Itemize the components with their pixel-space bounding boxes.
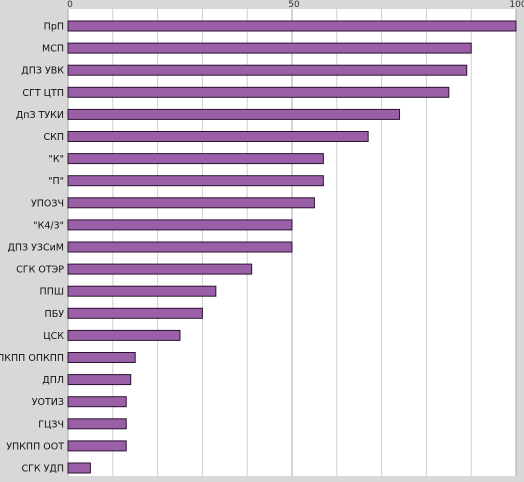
bar [67,440,127,452]
bar [67,329,181,341]
category-label: УПКПП ОПКПП [0,353,64,364]
category-label: ДпЗ ТУКИ [16,110,64,121]
category-label: ПБУ [45,309,65,320]
bar [67,197,315,209]
category-label: "П" [48,176,64,187]
category-label: "К" [49,154,64,165]
bar [67,396,127,408]
bar [67,462,91,474]
bar [67,285,217,297]
category-label: УПКПП ООТ [6,441,64,452]
bar [67,108,401,120]
category-label: ДПЗ УЗСиМ [7,243,64,254]
category-label: СКП [43,132,64,143]
bar [67,374,132,386]
category-label: "К4/3" [33,220,64,231]
x-tick-label: 50 [288,0,300,10]
bar [67,153,324,165]
x-tick-label: 100 [509,0,524,10]
bar [67,131,369,142]
bar [67,64,468,76]
category-label: ППШ [40,287,64,298]
category-label: СГК УДП [21,464,64,475]
category-label: УПОЗЧ [31,198,64,209]
bar [67,20,517,32]
bar [67,175,324,187]
category-label: ДПЛ [42,375,64,386]
category-label: СГТ ЦТП [22,88,64,99]
bar [67,263,253,275]
bar [67,307,203,319]
x-tick-label: 0 [67,0,73,10]
category-label: ЦСК [43,331,64,342]
category-label: СГК ОТЭР [16,265,64,276]
bar [67,219,293,231]
category-label: МСП [42,44,64,55]
category-label: ДПЗ УВК [21,66,64,77]
bar [67,86,450,98]
bar [67,241,293,253]
category-label: УОТИЗ [32,397,64,408]
category-label: ГЦЗЧ [38,419,64,430]
bar [67,42,472,54]
category-label: ПрП [44,22,64,33]
bar [67,352,136,363]
bar [67,418,127,430]
